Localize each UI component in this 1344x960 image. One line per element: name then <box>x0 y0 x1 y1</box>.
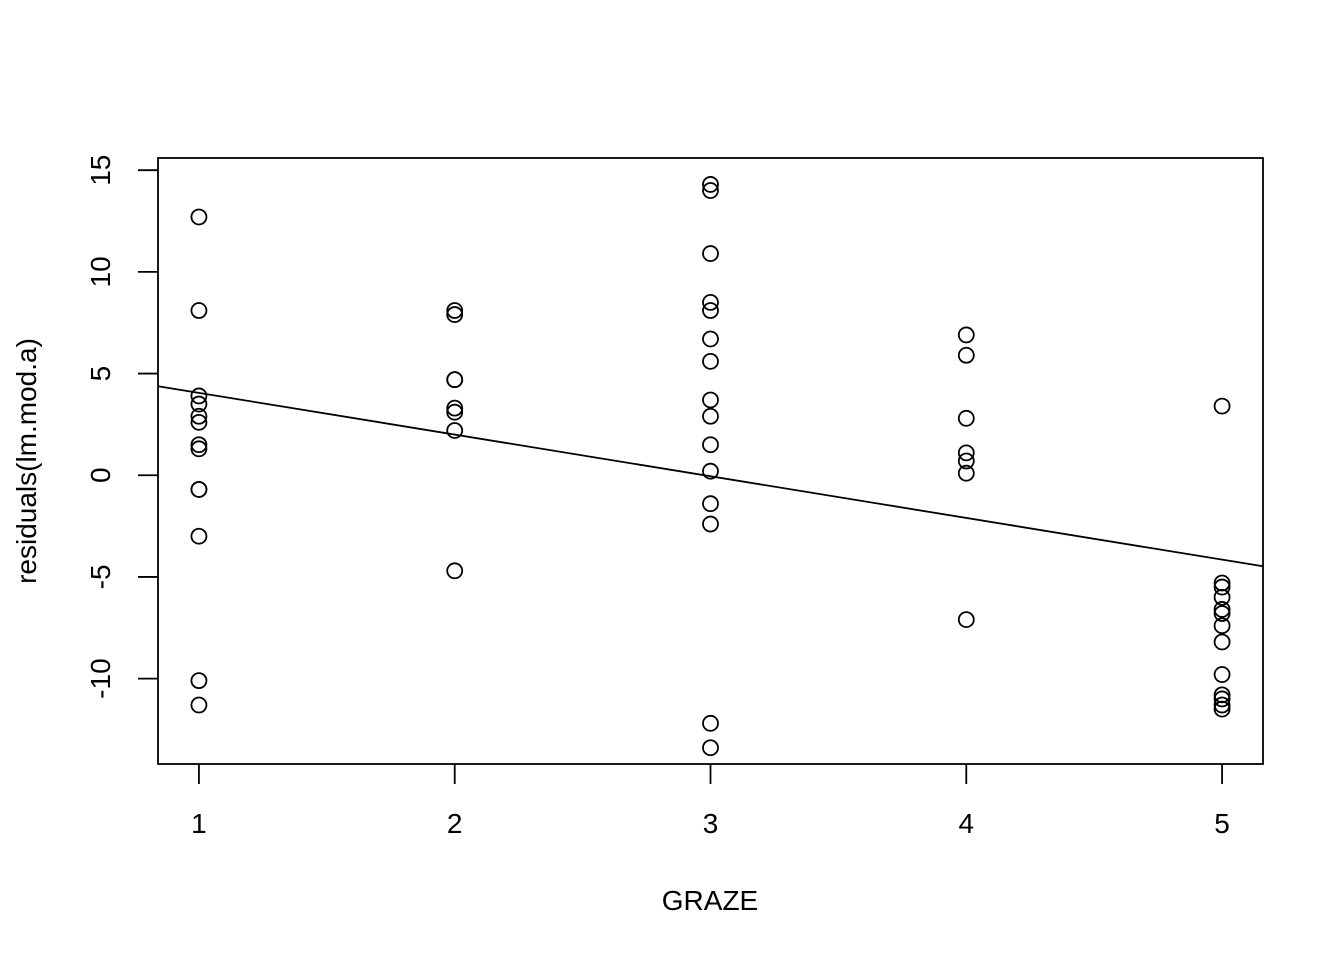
data-point <box>190 436 208 454</box>
data-point <box>446 306 464 323</box>
data-point <box>1213 578 1231 596</box>
data-point <box>702 495 719 513</box>
data-point <box>190 395 208 413</box>
data-point <box>1213 397 1231 415</box>
y-tick-label: 15 <box>85 155 116 186</box>
data-point <box>957 326 975 344</box>
data-point <box>957 444 975 462</box>
x-tick-label: 4 <box>958 808 974 839</box>
data-point <box>190 440 208 458</box>
data-point <box>190 527 208 545</box>
data-point <box>702 714 719 732</box>
data-point <box>1213 601 1231 618</box>
data-point <box>190 413 208 431</box>
x-tick-label: 5 <box>1214 808 1230 839</box>
data-point <box>957 346 975 364</box>
data-point <box>190 407 208 425</box>
y-tick-label: -10 <box>85 658 116 698</box>
data-point <box>702 176 719 193</box>
x-tick-label: 2 <box>447 808 463 839</box>
data-point <box>702 182 719 199</box>
data-point <box>190 672 208 690</box>
data-points-layer <box>190 176 1231 757</box>
data-point <box>957 464 975 482</box>
data-point <box>446 562 464 580</box>
data-point <box>702 293 719 311</box>
data-point <box>190 302 208 319</box>
data-point <box>702 330 719 348</box>
data-point <box>1213 633 1231 651</box>
data-point <box>702 739 719 757</box>
x-axis: 1 2 3 4 5 <box>191 764 1230 839</box>
data-point <box>702 462 719 480</box>
y-tick-label: 10 <box>85 256 116 287</box>
data-point <box>190 481 208 498</box>
data-point <box>957 409 975 427</box>
data-point <box>702 352 719 370</box>
data-point <box>446 422 464 439</box>
data-point <box>446 371 464 389</box>
plot-frame <box>157 157 1264 765</box>
data-point <box>702 515 719 533</box>
data-point <box>957 611 975 629</box>
data-point <box>446 403 464 421</box>
data-point <box>702 245 719 262</box>
y-axis: -10 -5 0 5 10 15 <box>85 155 158 699</box>
data-point <box>1213 666 1231 683</box>
y-tick-label: 0 <box>85 467 116 483</box>
data-point <box>190 208 208 226</box>
data-point <box>190 387 208 405</box>
regression-line-layer <box>157 385 1264 568</box>
x-axis-label: GRAZE <box>662 885 758 916</box>
y-tick-label: -5 <box>85 564 116 589</box>
data-point <box>957 452 975 470</box>
regression-line <box>157 385 1264 568</box>
data-point <box>702 407 719 425</box>
data-point <box>1213 588 1231 606</box>
x-tick-label: 3 <box>703 808 719 839</box>
data-point <box>446 302 464 319</box>
data-point <box>702 436 719 454</box>
data-point <box>1213 700 1231 718</box>
x-tick-label: 1 <box>191 808 207 839</box>
data-point <box>702 302 719 319</box>
data-point <box>1213 696 1231 714</box>
data-point <box>1213 690 1231 708</box>
data-point <box>702 391 719 409</box>
data-point <box>446 399 464 417</box>
data-point <box>1213 617 1231 635</box>
y-axis-label: residuals(lm.mod.a) <box>11 338 42 584</box>
data-point <box>190 696 208 714</box>
y-tick-label: 5 <box>85 366 116 382</box>
data-point <box>1213 605 1231 622</box>
